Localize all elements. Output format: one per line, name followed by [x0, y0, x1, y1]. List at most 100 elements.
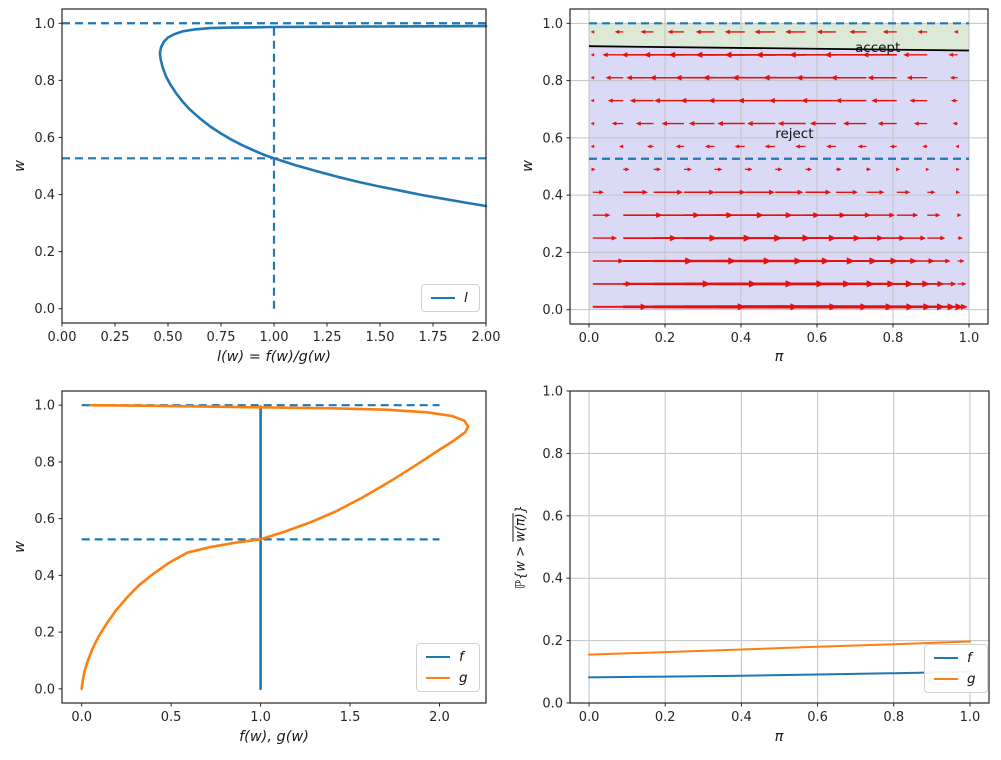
bl-xlabel: f(w), g(w) — [239, 729, 309, 745]
arrow-head — [852, 189, 859, 195]
arrow-head — [931, 190, 936, 195]
arrow-head — [826, 144, 831, 149]
arrow-head — [656, 167, 662, 172]
arrow-head — [675, 74, 682, 81]
arrow-head — [950, 98, 956, 103]
arrow-head — [649, 74, 656, 81]
x-tick-label: 1.50 — [366, 330, 395, 345]
arrow-head — [642, 189, 648, 195]
x-tick-label: 0.6 — [807, 710, 828, 725]
arrow-head — [747, 120, 753, 127]
bl-ylabel: w — [12, 541, 28, 553]
br-xlabel: π — [774, 729, 784, 745]
arrow-head — [909, 98, 915, 103]
y-tick-label: 0.2 — [34, 245, 55, 260]
axes-spines — [61, 390, 487, 704]
tl-ylabel: w — [12, 160, 28, 172]
arrow-head — [614, 29, 620, 34]
quiver-arrows — [590, 29, 968, 311]
arrow-head — [688, 121, 695, 127]
x-tick-label: 1.25 — [313, 330, 342, 345]
arrow-head — [960, 259, 965, 263]
arrow-head — [643, 51, 651, 58]
x-tick-label: 0.5 — [161, 710, 182, 725]
phase-field-plot: 0.0 0.2 0.4 0.6 0.8 1.0 0.0 0.2 0.4 0.6 0.8 1.0 — [542, 8, 989, 346]
tl-xlabel: l(w) = f(w)/g(w) — [216, 349, 332, 365]
axes-spines — [569, 390, 990, 704]
y-tick-label: 0.0 — [34, 302, 55, 317]
y-tick-label: 0.2 — [34, 626, 55, 641]
x-tick-label: 0.50 — [154, 330, 183, 345]
arrow-head — [866, 167, 872, 172]
x-tick-label: 0.75 — [207, 330, 236, 345]
y-tick-label: 0.6 — [34, 131, 55, 146]
y-tick-label: 0.4 — [542, 189, 563, 204]
x-tick-label: 0.8 — [883, 710, 904, 725]
arrow-head — [950, 281, 957, 287]
arrow-head — [755, 51, 763, 58]
y-tick-label: 0.0 — [542, 697, 563, 712]
x-tick-label: 0.0 — [71, 710, 92, 725]
tiny-arrow — [955, 144, 959, 149]
likelihood-ratio-plot: 0.00 0.25 0.50 0.75 1.00 1.25 1.50 1.75 2.00 0.0 0… — [34, 8, 500, 345]
legend-label: f — [967, 650, 972, 666]
y-tick-label: 0.0 — [542, 303, 563, 318]
arrow-head — [769, 189, 775, 195]
l-curve — [158, 24, 488, 208]
x-tick-label: 0.8 — [883, 331, 904, 346]
arrow-head — [912, 212, 919, 218]
arrow-head — [948, 52, 954, 57]
line-swatch — [934, 678, 958, 680]
tr-ylabel: w — [520, 160, 536, 172]
arrow-head — [687, 167, 693, 172]
arrow-head — [837, 167, 842, 172]
arrow-head — [708, 97, 715, 104]
arrow-head — [626, 75, 632, 81]
arrow-head — [629, 98, 636, 104]
arrow-head — [940, 235, 946, 241]
bl-legend: f g — [416, 643, 480, 692]
arrow-head — [830, 74, 837, 81]
arrow-head — [795, 144, 800, 149]
y-tick-label: 0.4 — [542, 572, 563, 587]
x-tick-label: 0.0 — [579, 710, 600, 725]
tiny-arrow — [590, 75, 595, 80]
arrow-head — [591, 167, 596, 172]
reject-region — [589, 46, 969, 310]
br-ylabel-suffix: } — [513, 504, 529, 514]
y-tick-label: 0.0 — [34, 682, 55, 697]
arrow-head — [702, 74, 710, 81]
arrow-head — [646, 144, 652, 149]
x-tick-label: 0.2 — [655, 331, 676, 346]
arrow-head — [764, 144, 770, 149]
arrow-head — [768, 97, 775, 104]
arrow-head — [824, 51, 831, 58]
arrow-head — [809, 121, 816, 127]
arrow-head — [599, 190, 604, 195]
y-tick-label: 0.8 — [542, 447, 563, 462]
tiny-arrow — [956, 167, 960, 172]
arrow-head — [605, 75, 611, 81]
y-tick-label: 1.0 — [542, 17, 563, 32]
arrow-head — [602, 52, 608, 58]
arrow-head — [635, 121, 641, 126]
br-ylabel-prefix: ℙ{w > — [513, 541, 529, 590]
arrow-head — [905, 190, 911, 195]
x-tick-label: 1.5 — [340, 710, 361, 725]
arrow-head — [737, 97, 744, 104]
arrow-head — [731, 74, 739, 81]
accept-annotation: accept — [855, 39, 901, 56]
arrow-head — [695, 51, 703, 58]
arrow-head — [871, 98, 877, 104]
arrow-head — [795, 74, 803, 81]
arrow-head — [717, 167, 723, 172]
arrow-head — [801, 97, 808, 104]
arrow-head — [654, 98, 660, 104]
y-tick-label: 1.0 — [542, 385, 563, 400]
x-tick-label: 0.4 — [731, 331, 752, 346]
arrow-head — [677, 189, 683, 195]
arrow-head — [962, 304, 968, 309]
y-tick-label: 0.2 — [542, 634, 563, 649]
arrow-head — [695, 29, 701, 35]
